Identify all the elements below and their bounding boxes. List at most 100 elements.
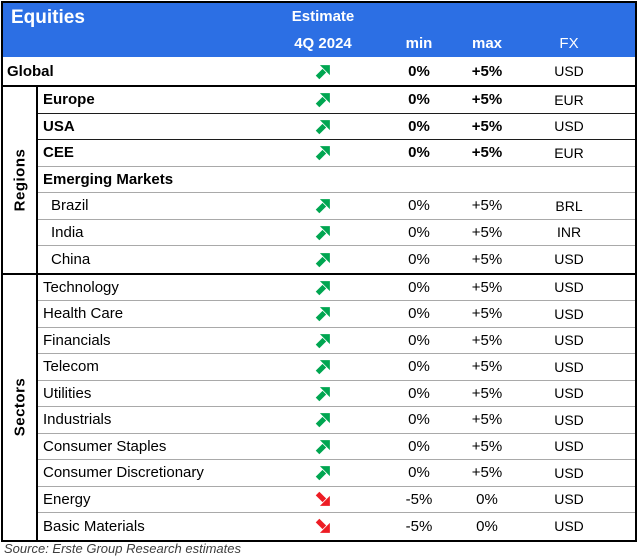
- table-row: CEE 0% +5% EUR: [38, 140, 635, 167]
- min-value: 0%: [408, 117, 430, 135]
- row-label: Europe: [43, 91, 95, 109]
- min-value: -5%: [405, 490, 433, 508]
- row-label: CEE: [43, 144, 74, 162]
- estimate-cell: [263, 251, 383, 268]
- estimate-cell: [263, 144, 383, 161]
- min-value: 0%: [408, 223, 430, 241]
- fx-value: USD: [554, 411, 584, 428]
- min-value: 0%: [408, 464, 430, 482]
- table-section: Regions Europe 0% +5% EUR USA: [3, 87, 635, 275]
- fx-value: USD: [554, 279, 584, 296]
- max-value: +5%: [471, 331, 503, 349]
- up-arrow-icon: [315, 64, 330, 79]
- estimate-cell: [263, 305, 383, 322]
- table-row: Europe 0% +5% EUR: [38, 87, 635, 114]
- min-value: 0%: [408, 331, 430, 349]
- row-label: Industrials: [43, 411, 112, 429]
- estimate-cell: [263, 332, 383, 349]
- fx-value: USD: [554, 358, 584, 375]
- estimate-cell: [263, 118, 383, 135]
- max-value: +5%: [471, 91, 503, 109]
- table-row: Technology 0% +5% USD: [38, 275, 635, 301]
- max-value: +5%: [471, 358, 503, 376]
- fx-value: USD: [554, 305, 584, 322]
- fx-value: USD: [554, 118, 584, 135]
- row-label: Basic Materials: [43, 517, 145, 535]
- estimate-cell: [263, 385, 383, 402]
- up-arrow-icon: [315, 413, 330, 428]
- min-value: 0%: [408, 411, 430, 429]
- fx-value: EUR: [554, 91, 584, 108]
- table-row: Brazil 0% +5% BRL: [38, 193, 635, 220]
- up-arrow-icon: [315, 386, 330, 402]
- table-row: Health Care 0% +5% USD: [38, 301, 635, 328]
- section-label-cell: Regions: [3, 87, 38, 273]
- fx-value: BRL: [555, 197, 583, 214]
- min-value: 0%: [408, 305, 430, 323]
- up-arrow-icon: [315, 252, 330, 268]
- row-label: Emerging Markets: [43, 170, 174, 188]
- up-arrow-icon: [315, 307, 330, 322]
- min-value: 0%: [408, 144, 430, 162]
- up-arrow-icon: [315, 225, 330, 241]
- estimate-cell: [263, 518, 383, 535]
- table-row: Utilities 0% +5% USD: [38, 381, 635, 407]
- min-value: 0%: [408, 250, 430, 268]
- row-label: Consumer Staples: [43, 437, 167, 455]
- table-row: Financials 0% +5% USD: [38, 328, 635, 354]
- fx-value: USD: [554, 491, 584, 508]
- row-label: Utilities: [43, 384, 92, 402]
- estimate-cell: [263, 464, 383, 481]
- column-header-min: min: [405, 35, 433, 52]
- max-value: 0%: [476, 517, 498, 535]
- max-value: +5%: [471, 250, 503, 268]
- table-row: Consumer Staples 0% +5% USD: [38, 434, 635, 460]
- up-arrow-icon: [315, 466, 330, 481]
- up-arrow-icon: [315, 439, 330, 455]
- fx-value: USD: [554, 63, 584, 79]
- column-header-max: max: [471, 35, 503, 52]
- row-label: USA: [43, 117, 75, 135]
- fx-value: USD: [554, 251, 584, 268]
- table-row: China 0% +5% USD: [38, 246, 635, 273]
- section-label: Sectors: [11, 377, 28, 437]
- table-row: Basic Materials -5% 0% USD: [38, 513, 635, 540]
- row-label: China: [51, 250, 91, 268]
- table-row: India 0% +5% INR: [38, 220, 635, 246]
- estimate-cell: [263, 91, 383, 108]
- row-label: India: [51, 223, 84, 241]
- min-value: 0%: [408, 384, 430, 402]
- table-header: Equities Estimate 4Q 2024 min max FX: [3, 3, 635, 57]
- max-value: +5%: [471, 144, 503, 162]
- table-section: Global 0% +5% USD: [3, 57, 635, 87]
- min-value: 0%: [408, 62, 430, 80]
- table-row: Consumer Discretionary 0% +5% USD: [38, 460, 635, 487]
- column-header-estimate: Estimate: [291, 8, 355, 25]
- max-value: +5%: [471, 117, 503, 135]
- min-value: 0%: [408, 358, 430, 376]
- table-row: Global 0% +5% USD: [3, 57, 635, 85]
- row-label: Telecom: [43, 358, 99, 376]
- estimate-cell: [263, 358, 383, 375]
- down-arrow-icon: [315, 491, 330, 506]
- max-value: +5%: [471, 411, 503, 429]
- max-value: +5%: [471, 384, 503, 402]
- fx-value: USD: [554, 438, 584, 455]
- estimate-cell: [263, 279, 383, 296]
- estimate-cell: [263, 63, 383, 80]
- fx-value: USD: [554, 464, 584, 481]
- row-label: Health Care: [43, 305, 124, 323]
- estimate-cell: [263, 411, 383, 428]
- estimate-cell: [263, 197, 383, 214]
- row-label: Financials: [43, 331, 111, 349]
- table-body: Global 0% +5% USD Regions Europe: [3, 57, 635, 540]
- table-row: Industrials 0% +5% USD: [38, 407, 635, 434]
- up-arrow-icon: [315, 146, 330, 161]
- up-arrow-icon: [315, 280, 330, 296]
- table-row: Emerging Markets: [38, 167, 635, 193]
- up-arrow-icon: [315, 119, 330, 135]
- section-label-cell: Sectors: [3, 274, 38, 540]
- estimate-cell: [263, 438, 383, 455]
- max-value: +5%: [471, 197, 503, 215]
- section-label: Regions: [11, 148, 28, 212]
